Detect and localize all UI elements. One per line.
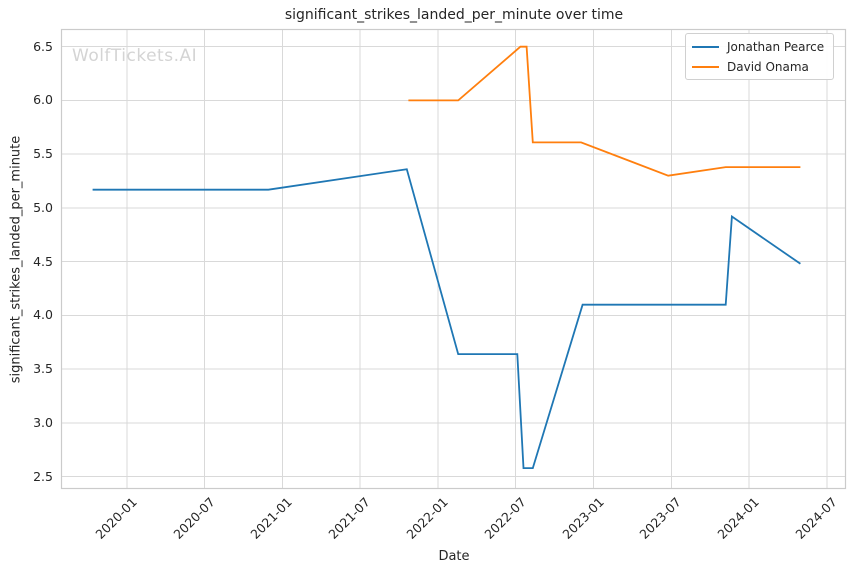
y-tick-label: 3.5 <box>33 361 53 377</box>
legend-item: David Onama <box>692 58 827 75</box>
chart-title: significant_strikes_landed_per_minute ov… <box>284 7 624 23</box>
x-axis-label: Date <box>438 549 470 564</box>
watermark: WolfTickets.AI <box>72 46 198 66</box>
series-line-jonathan-pearce <box>92 168 801 470</box>
y-tick-label: 2.5 <box>33 468 53 484</box>
series-line-david-onama <box>408 45 801 177</box>
legend-item: Jonathan Pearce <box>692 38 827 55</box>
y-tick-label: 5.5 <box>33 146 53 162</box>
y-tick-label: 6.5 <box>33 38 53 54</box>
y-tick-label: 5.0 <box>33 199 53 215</box>
plot-border <box>60 28 847 490</box>
legend-line-swatch <box>692 65 719 68</box>
legend: Jonathan Pearce David Onama <box>685 33 834 80</box>
legend-label: David Onama <box>727 59 809 74</box>
y-tick-label: 4.0 <box>33 307 53 323</box>
legend-label: Jonathan Pearce <box>727 39 825 54</box>
y-tick-label: 4.5 <box>33 253 53 269</box>
y-tick-label: 6.0 <box>33 92 53 108</box>
y-tick-label: 3.0 <box>33 414 53 430</box>
legend-line-swatch <box>692 45 719 48</box>
